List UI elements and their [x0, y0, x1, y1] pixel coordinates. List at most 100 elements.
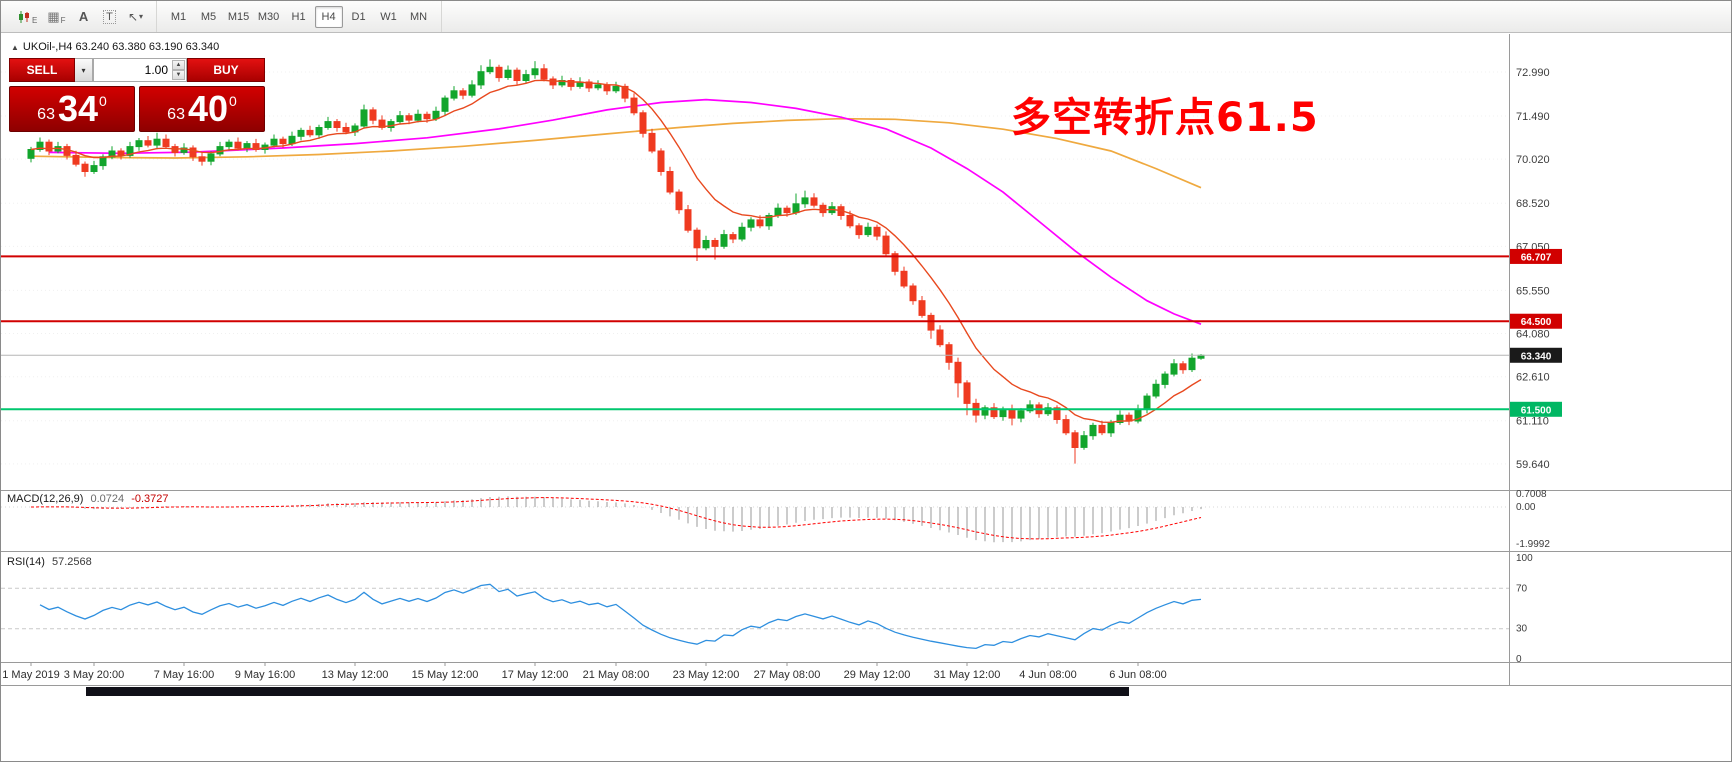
volume-input[interactable]	[93, 58, 187, 82]
volume-decrease-button[interactable]: ▼	[172, 70, 185, 80]
time-axis-label: 6 Jun 08:00	[1109, 669, 1167, 681]
time-axis-label: 3 May 20:00	[64, 669, 125, 681]
candle-body	[963, 382, 971, 404]
text-a-glyph: A	[78, 9, 89, 24]
time-axis-label: 9 May 16:00	[235, 669, 296, 681]
candle-body	[522, 74, 530, 81]
candle-body	[1125, 414, 1133, 422]
text-tool-icon[interactable]: T	[98, 6, 122, 28]
macd-axis-label: 0.00	[1516, 502, 1536, 513]
timeframe-button-h4[interactable]: H4	[314, 5, 343, 28]
candle-body	[117, 150, 125, 156]
price-tag	[1510, 347, 1562, 363]
candle-body	[531, 68, 539, 76]
volume-field: ▲ ▼	[93, 58, 187, 82]
timeframe-button-d1[interactable]: D1	[351, 10, 366, 23]
sell-button[interactable]: SELL	[9, 58, 75, 82]
time-axis-label: 21 May 08:00	[583, 669, 650, 681]
toolbar: E ▦ F A T ↖ ▾ M1 M5 M15 M30 H1 H4 D1 W1 MN	[1, 1, 1731, 33]
chart-objects-icon[interactable]: E	[13, 6, 41, 28]
candle-body	[1089, 424, 1097, 437]
candle-body	[810, 197, 818, 206]
candle-body	[1071, 432, 1079, 448]
candle-body	[765, 215, 773, 227]
timeframe-button-m1[interactable]: M1	[170, 10, 187, 23]
price-axis-label: 61.110	[1516, 416, 1549, 428]
timeframe-button-w1[interactable]: W1	[380, 10, 397, 23]
sell-price-whole: 63	[37, 106, 55, 123]
time-axis-label: 29 May 12:00	[844, 669, 911, 681]
cursor-tool-icon[interactable]: ↖ ▾	[124, 6, 148, 28]
volume-increase-button[interactable]: ▲	[172, 60, 185, 70]
candle-body	[873, 226, 881, 237]
price-axis-label: 64.080	[1516, 329, 1550, 341]
candle-body	[1116, 414, 1124, 424]
candle-body	[432, 110, 440, 120]
candle-body	[558, 80, 566, 86]
timeframe-button-h1[interactable]: H1	[291, 10, 306, 23]
candle-body	[1080, 435, 1088, 448]
grid-icon[interactable]: ▦ F	[43, 6, 69, 28]
candle-body	[1143, 395, 1151, 410]
candle-body	[1188, 357, 1196, 371]
volume-dropdown-button[interactable]: ▾	[75, 58, 93, 82]
candle-body	[909, 285, 917, 302]
price-tag-label: 66.707	[1521, 252, 1552, 263]
candle-body	[72, 154, 80, 165]
chart-annotation[interactable]: 多空转折点61.5	[1011, 95, 1319, 141]
text-label-icon[interactable]: A	[72, 6, 96, 28]
time-axis-label: 31 May 12:00	[934, 669, 1001, 681]
price-axis-label: 65.550	[1516, 285, 1550, 297]
rsi-axis-label: 30	[1516, 624, 1528, 635]
timeframe-button-m30[interactable]: M30	[257, 10, 280, 23]
candle-body	[153, 138, 161, 146]
candle-body	[180, 147, 188, 153]
candle-body	[297, 129, 305, 137]
collapse-icon[interactable]: ▲	[11, 43, 19, 52]
candle-body	[1035, 404, 1043, 415]
sell-quote-button[interactable]: 63 34 0	[9, 86, 135, 132]
candle-body	[891, 253, 899, 272]
timeframe-button-m5[interactable]: M5	[200, 10, 217, 23]
price-axis-label: 62.610	[1516, 372, 1550, 384]
candle-body	[1197, 354, 1205, 359]
timeframe-button-m15[interactable]: M15	[227, 10, 250, 23]
candle-body	[207, 153, 215, 162]
time-axis-label: 27 May 08:00	[754, 669, 821, 681]
rsi-axis-label: 70	[1516, 583, 1528, 594]
price-tag-label: 63.340	[1521, 351, 1552, 362]
order-row: SELL ▾ ▲ ▼ BUY	[9, 58, 265, 82]
candle-body	[495, 66, 503, 79]
candle-body	[405, 115, 413, 121]
candle-body	[36, 141, 44, 150]
candle-body	[837, 206, 845, 216]
candle-body	[936, 329, 944, 346]
buy-quote-button[interactable]: 63 40 0	[139, 86, 265, 132]
candle-body	[747, 219, 755, 228]
candle-body	[225, 141, 233, 148]
candle-body	[900, 270, 908, 287]
candle-body	[729, 234, 737, 240]
price-tag-label: 61.500	[1521, 405, 1552, 416]
candle-body	[756, 219, 764, 227]
candle-body	[270, 138, 278, 146]
candle-body	[549, 78, 557, 86]
time-axis-label: 4 Jun 08:00	[1019, 669, 1077, 681]
candle-body	[513, 69, 521, 81]
candle-body	[612, 85, 620, 92]
candle-body	[801, 197, 809, 205]
candle-body	[990, 407, 998, 418]
candle-body	[999, 408, 1007, 418]
candle-body	[882, 235, 890, 255]
candle-body	[261, 144, 269, 151]
sell-price-pips: 34	[57, 88, 99, 129]
candle-body	[576, 81, 584, 87]
timeframe-button-mn[interactable]: MN	[409, 10, 428, 23]
candle-body	[279, 138, 287, 145]
macd-main-value: 0.0724	[90, 493, 125, 505]
candle-body	[459, 90, 467, 96]
candle-body	[306, 129, 314, 136]
macd-axis-label: 0.7008	[1516, 489, 1547, 500]
buy-button[interactable]: BUY	[187, 58, 265, 82]
rsi-axis-label: 100	[1516, 553, 1533, 564]
